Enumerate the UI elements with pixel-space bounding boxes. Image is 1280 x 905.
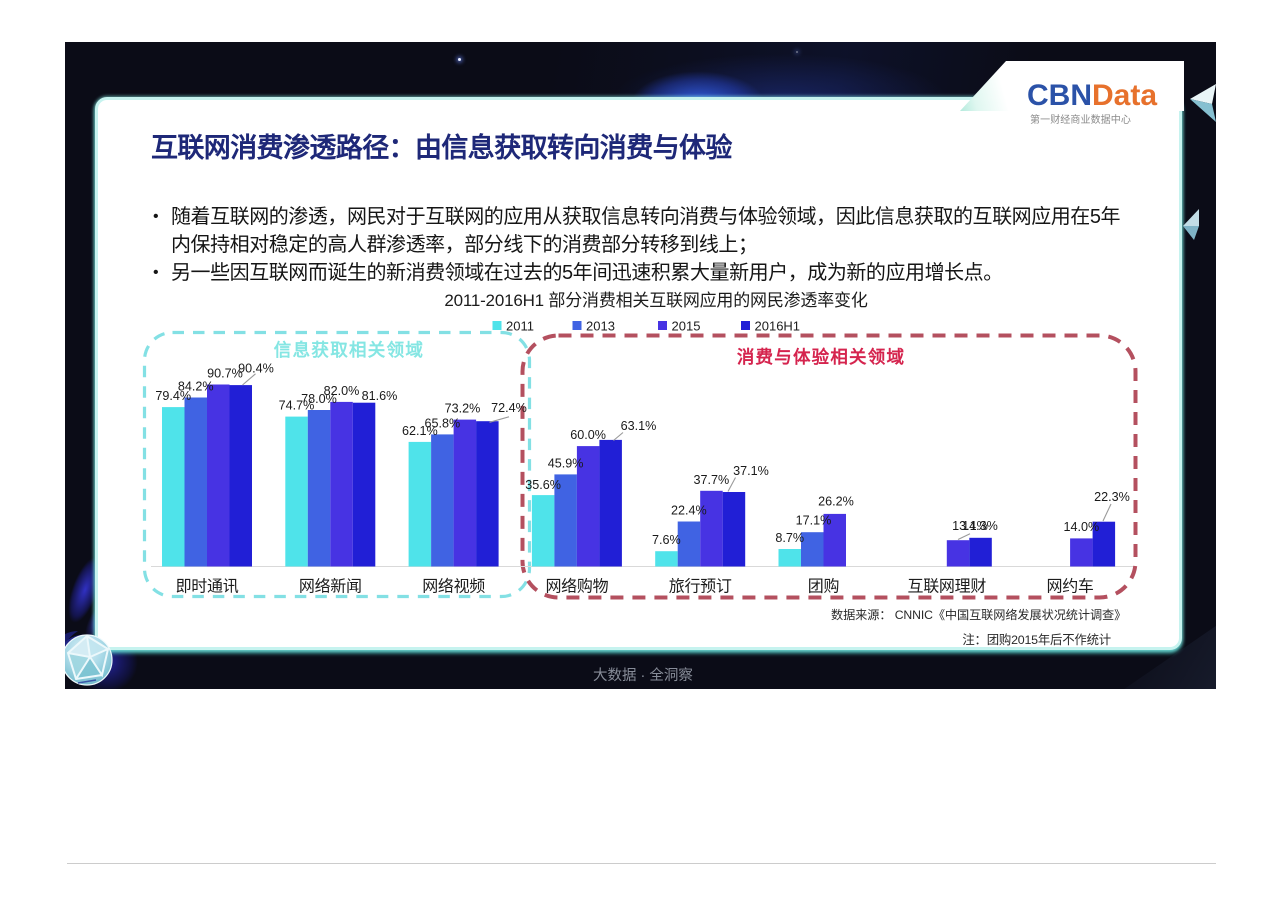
svg-text:81.6%: 81.6% — [362, 389, 398, 403]
svg-text:62.1%: 62.1% — [402, 424, 438, 438]
svg-text:2015: 2015 — [672, 319, 701, 334]
svg-text:2011: 2011 — [506, 319, 534, 334]
svg-text:17.1%: 17.1% — [796, 514, 832, 528]
svg-text:网络新闻: 网络新闻 — [299, 577, 362, 596]
svg-text:14.0%: 14.0% — [1063, 520, 1099, 534]
svg-text:26.2%: 26.2% — [818, 495, 854, 509]
svg-text:84.2%: 84.2% — [178, 380, 214, 394]
svg-text:45.9%: 45.9% — [548, 456, 584, 470]
svg-text:82.0%: 82.0% — [324, 384, 360, 398]
svg-text:37.7%: 37.7% — [694, 473, 730, 487]
svg-text:2011-2016H1 部分消费相关互联网应用的网民渗透率变: 2011-2016H1 部分消费相关互联网应用的网民渗透率变化 — [444, 291, 867, 310]
svg-text:8.7%: 8.7% — [775, 531, 804, 545]
svg-text:90.4%: 90.4% — [238, 362, 274, 376]
svg-text:72.4%: 72.4% — [491, 401, 527, 415]
svg-text:2016H1: 2016H1 — [755, 319, 801, 334]
svg-text:2013: 2013 — [586, 319, 615, 334]
svg-text:团购: 团购 — [808, 578, 839, 596]
svg-text:14.3%: 14.3% — [962, 519, 998, 533]
svg-text:22.4%: 22.4% — [671, 504, 707, 518]
svg-text:旅行预订: 旅行预订 — [669, 578, 732, 596]
svg-text:60.0%: 60.0% — [570, 428, 606, 442]
svg-text:78.0%: 78.0% — [301, 392, 337, 406]
svg-text:90.7%: 90.7% — [207, 367, 243, 381]
svg-text:网络购物: 网络购物 — [545, 577, 608, 596]
svg-text:74.7%: 74.7% — [279, 399, 315, 413]
svg-text:消费与体验相关领域: 消费与体验相关领域 — [737, 347, 905, 367]
svg-text:注：团购2015年后不作统计: 注：团购2015年后不作统计 — [962, 632, 1111, 647]
svg-text:63.1%: 63.1% — [621, 419, 657, 433]
svg-text:13.1%: 13.1% — [952, 519, 988, 533]
svg-text:37.1%: 37.1% — [733, 464, 769, 478]
svg-text:73.2%: 73.2% — [445, 402, 481, 416]
svg-text:65.8%: 65.8% — [424, 416, 460, 430]
svg-text:35.6%: 35.6% — [525, 478, 561, 492]
svg-text:7.6%: 7.6% — [652, 533, 681, 547]
svg-text:即时通讯: 即时通讯 — [176, 578, 239, 596]
svg-text:互联网理财: 互联网理财 — [908, 578, 987, 596]
svg-text:79.4%: 79.4% — [155, 389, 191, 403]
svg-text:信息获取相关领域: 信息获取相关领域 — [274, 340, 424, 360]
svg-text:22.3%: 22.3% — [1094, 490, 1130, 504]
svg-text:数据来源： CNNIC《中国互联网络发展状况统计调查》: 数据来源： CNNIC《中国互联网络发展状况统计调查》 — [831, 607, 1126, 622]
svg-text:网络视频: 网络视频 — [422, 577, 485, 596]
svg-text:网约车: 网约车 — [1047, 578, 1094, 596]
